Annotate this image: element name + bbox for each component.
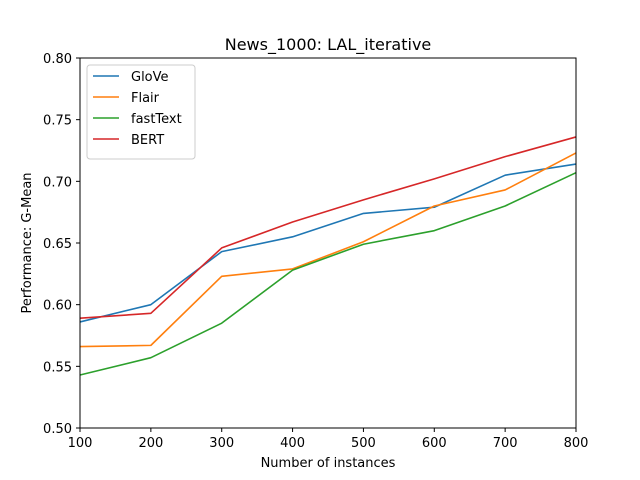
y-tick-label: 0.65 <box>43 237 72 252</box>
legend-label: BERT <box>131 133 164 148</box>
y-axis: 0.50 0.55 0.60 0.65 0.70 0.75 0.80 <box>43 52 80 437</box>
y-tick-label: 0.55 <box>43 360 72 375</box>
x-tick-label: 300 <box>209 436 234 451</box>
legend-label: GloVe <box>131 70 169 85</box>
x-tick-label: 100 <box>68 436 93 451</box>
x-tick-label: 400 <box>280 436 305 451</box>
x-tick-label: 600 <box>422 436 447 451</box>
x-tick-label: 500 <box>351 436 376 451</box>
series-line-glove <box>79 163 577 323</box>
x-tick-label: 800 <box>564 436 589 451</box>
legend: GloVe Flair fastText BERT <box>86 64 196 160</box>
x-tick-label: 700 <box>493 436 518 451</box>
legend-box <box>86 64 196 160</box>
y-tick-label: 0.80 <box>43 52 72 67</box>
y-tick-label: 0.50 <box>43 422 72 437</box>
y-axis-label: Performance: G-Mean <box>20 172 35 313</box>
x-axis: 100 200 300 400 500 600 700 800 <box>68 428 589 451</box>
legend-label: fastText <box>131 112 182 127</box>
y-tick-label: 0.60 <box>43 299 72 314</box>
y-tick-label: 0.75 <box>43 114 72 129</box>
x-axis-label: Number of instances <box>261 456 396 471</box>
series-line-bert <box>79 136 577 320</box>
series-line-fasttext <box>79 171 577 376</box>
x-tick-label: 200 <box>138 436 163 451</box>
series-line-flair <box>79 152 577 348</box>
legend-label: Flair <box>131 91 160 106</box>
chart-title: News_1000: LAL_iterative <box>225 35 432 55</box>
y-tick-label: 0.70 <box>43 175 72 190</box>
series-layer <box>79 136 577 376</box>
